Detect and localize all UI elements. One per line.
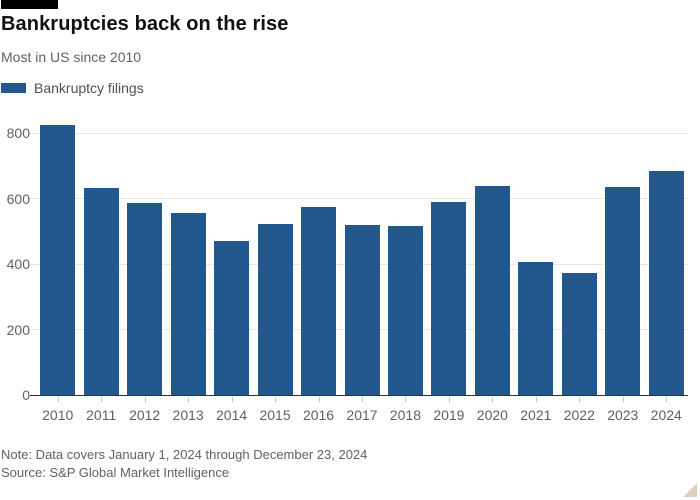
bar-2016 — [301, 206, 337, 395]
bar-2019 — [431, 202, 467, 395]
x-tick-label-2012: 2012 — [129, 407, 161, 423]
bar-2022 — [561, 273, 597, 395]
x-axis-baseline — [30, 395, 688, 396]
bar-2024 — [648, 170, 684, 395]
gridline — [30, 132, 688, 134]
x-tick — [188, 397, 190, 402]
x-tick-label-2011: 2011 — [86, 407, 117, 423]
x-tick — [448, 397, 450, 402]
x-tick-label-2022: 2022 — [563, 407, 595, 423]
y-axis: 0 200 400 600 800 — [0, 105, 30, 403]
legend-swatch-icon — [1, 83, 26, 93]
x-tick — [492, 397, 494, 402]
x-tick-label-2015: 2015 — [259, 407, 291, 423]
y-tick-label: 0 — [22, 387, 30, 403]
bar-2023 — [605, 187, 641, 395]
x-tick — [231, 397, 233, 402]
legend: Bankruptcy filings — [1, 80, 144, 96]
x-tick — [57, 397, 59, 402]
x-tick-label-2019: 2019 — [433, 407, 465, 423]
kicker-bar — [1, 0, 58, 9]
x-tick-label-2023: 2023 — [607, 407, 639, 423]
x-tick — [362, 397, 363, 402]
x-tick-label-2021: 2021 — [520, 407, 552, 423]
gridline — [30, 198, 688, 200]
bar-2020 — [474, 186, 510, 395]
x-tick — [318, 397, 320, 402]
footnote: Note: Data covers January 1, 2024 throug… — [1, 447, 368, 462]
x-tick-label-2010: 2010 — [42, 407, 74, 423]
bar-2012 — [127, 203, 163, 395]
chart-title: Bankruptcies back on the rise — [1, 13, 289, 35]
bar-2017 — [344, 224, 380, 395]
y-tick-label: 200 — [6, 321, 30, 338]
x-tick-label-2024: 2024 — [650, 407, 682, 423]
x-tick-label-2017: 2017 — [346, 407, 378, 423]
bar-2018 — [387, 225, 423, 395]
x-tick — [275, 397, 277, 402]
x-tick — [535, 397, 537, 402]
bar-2014 — [214, 240, 250, 395]
x-tick — [579, 397, 581, 402]
x-tick — [101, 397, 103, 402]
bar-2013 — [170, 212, 206, 395]
y-tick-label: 800 — [6, 125, 30, 142]
x-tick-label-2020: 2020 — [476, 407, 508, 423]
bar-2011 — [83, 187, 119, 395]
x-tick-label-2013: 2013 — [172, 407, 204, 423]
legend-label: Bankruptcy filings — [34, 80, 144, 96]
x-tick-label-2014: 2014 — [216, 407, 248, 423]
x-tick-label-2016: 2016 — [302, 407, 335, 423]
plot-area — [30, 105, 688, 396]
x-tick — [622, 397, 624, 402]
x-tick — [405, 397, 407, 402]
x-tick — [666, 397, 668, 402]
x-tick — [144, 397, 146, 402]
bar-2015 — [257, 223, 293, 395]
bar-2010 — [40, 124, 76, 395]
y-tick-label: 400 — [6, 256, 30, 273]
x-tick-label-2018: 2018 — [389, 407, 422, 423]
bar-2021 — [518, 262, 554, 395]
x-axis: 2010 2011 2012 2013 2014 2015 2016 2017 2018 2019… — [36, 395, 688, 427]
y-tick-label: 600 — [6, 190, 30, 207]
chart-subtitle: Most in US since 2010 — [1, 49, 142, 65]
source-line: Source: S&P Global Market Intelligence — [1, 465, 230, 480]
resize-handle-icon[interactable] — [683, 483, 697, 497]
